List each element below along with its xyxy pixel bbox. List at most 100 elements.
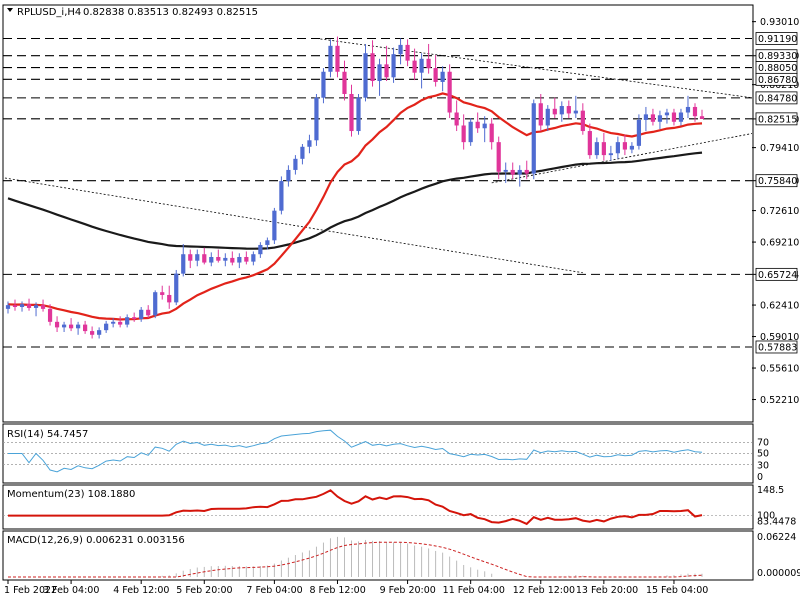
level-label-box: 0.75840 (755, 174, 798, 187)
time-tick-label: 5 Feb 20:00 (176, 585, 232, 596)
candle-body (419, 58, 424, 73)
candle-body (111, 321, 116, 324)
candle (657, 110, 663, 130)
candle-body (83, 324, 88, 332)
symbol-label: RPLUSD_i,H4 (17, 7, 81, 18)
time-tick-label: 15 Feb 04:00 (646, 585, 708, 596)
candle (370, 40, 375, 87)
rsi-tick-label: 0 (757, 472, 763, 483)
candle-body (90, 331, 95, 335)
candle-body (531, 103, 536, 174)
candle-body (307, 140, 312, 147)
candle-body (12, 305, 18, 308)
level-label-text: 0.88050 (758, 63, 797, 74)
level-label-box: 0.89330 (755, 49, 798, 62)
candle-body (405, 44, 410, 61)
candle (622, 134, 627, 156)
candle-body (685, 106, 691, 113)
candle (482, 116, 487, 143)
candle (412, 48, 417, 81)
candle (5, 301, 11, 314)
candle-body (650, 114, 656, 122)
level-label-frame (755, 340, 798, 354)
candle (475, 112, 480, 133)
macd-label: MACD(12,26,9) 0.006231 0.003156 (7, 535, 185, 546)
candle (237, 253, 242, 269)
candle (342, 60, 347, 101)
level-label-box: 0.86780 (755, 72, 798, 86)
candle (433, 55, 438, 87)
candle-body (594, 142, 599, 156)
candle (244, 251, 249, 265)
macd-panel (2, 530, 754, 581)
candle (489, 118, 494, 150)
macd-signal-line (8, 541, 703, 578)
candle (524, 160, 529, 180)
price-tick-label: 0.59010 (760, 332, 799, 343)
candlesticks (5, 36, 705, 339)
candle (363, 43, 368, 102)
candle-body (321, 71, 326, 98)
candle-body (503, 169, 508, 172)
momentum-tick-label: 83.4478 (757, 517, 796, 528)
candle (132, 312, 137, 322)
candle (517, 165, 522, 187)
candle (202, 247, 207, 265)
level-label-text: 0.89330 (758, 51, 797, 62)
rsi-plot (3, 429, 752, 473)
candle-body (139, 309, 144, 320)
momentum-tick-label: 148.5 (757, 485, 784, 496)
candle-body (510, 169, 515, 175)
candle (573, 95, 578, 119)
candle (104, 320, 109, 333)
candle-body (26, 304, 32, 308)
candle-body (671, 112, 677, 122)
candle-body (230, 257, 235, 263)
candle (699, 109, 705, 119)
candle-body (265, 240, 270, 245)
candle (636, 114, 642, 150)
candle-body (538, 103, 543, 126)
candle (314, 93, 319, 146)
level-label-box: 0.82515 (755, 112, 798, 125)
candle-body (699, 116, 705, 119)
candle-body (601, 142, 606, 156)
candle (461, 114, 466, 150)
candle (335, 36, 340, 78)
candle-body (174, 273, 179, 303)
collapse-triangle-icon[interactable] (7, 8, 13, 12)
candle (650, 108, 656, 126)
candle (26, 298, 32, 311)
candle (293, 155, 298, 175)
candle-body (489, 123, 494, 143)
rsi-tick-label: 30 (757, 461, 769, 472)
price-tick-label: 0.69210 (760, 238, 799, 249)
price-tick-label: 0.52210 (760, 395, 799, 406)
candle-body (40, 305, 46, 309)
candle (678, 108, 684, 126)
candle-body (104, 323, 109, 331)
candle-body (454, 112, 459, 126)
candle-body (258, 244, 263, 255)
candle-body (573, 110, 578, 114)
ohlc-values: 0.82838 0.83513 0.82493 0.82515 (83, 7, 258, 18)
candle-body (524, 169, 529, 174)
candle-body (636, 119, 642, 146)
rsi-line (8, 429, 703, 473)
candle (286, 165, 291, 187)
candle (587, 123, 592, 159)
candle (566, 100, 571, 119)
candle (426, 43, 431, 74)
candle (321, 68, 326, 104)
candle (468, 118, 473, 146)
candle-body (664, 112, 670, 116)
candle-body (97, 330, 102, 335)
candle (552, 97, 557, 119)
candle-body (356, 97, 361, 132)
time-tick-label: 7 Feb 04:00 (246, 585, 302, 596)
rsi-tick-label: 70 (757, 438, 769, 449)
